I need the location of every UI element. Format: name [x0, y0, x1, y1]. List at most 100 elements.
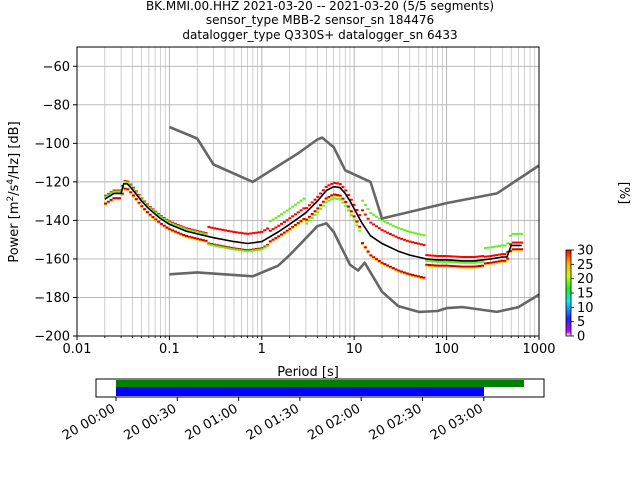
- pdf-cell-low: [212, 244, 216, 247]
- pdf-cell-high: [310, 201, 314, 204]
- pdf-cell-low: [341, 201, 345, 204]
- pdf-cell-high: [467, 256, 471, 259]
- pdf-cell-high: [296, 211, 300, 214]
- pdf-cell-high: [319, 192, 323, 195]
- pdf-cell-low: [338, 198, 342, 201]
- plot-frame: [76, 46, 540, 337]
- pdf-cell-high: [196, 237, 200, 240]
- pdf-cell-high: [140, 205, 144, 208]
- pdf-cell-high: [520, 248, 524, 251]
- pdf-cell-low: [143, 201, 147, 204]
- pdf-cell-high: [397, 236, 401, 239]
- pdf-cell-mid: [461, 267, 465, 269]
- pdf-cell-mid: [374, 260, 378, 262]
- pdf-cell-low: [469, 261, 473, 264]
- pdf-cell-mid: [123, 189, 127, 191]
- axes: 0.01 0.1 1 10 100 1000 −200 −180 −160 −140 −120 −10…: [34, 60, 555, 357]
- pdf-cell-mid: [472, 267, 476, 269]
- coverage-bar-blue: [116, 387, 484, 396]
- pdf-cell-low: [280, 213, 284, 216]
- pdf-cell-high: [224, 229, 228, 232]
- pdf-cell-high: [254, 231, 258, 234]
- pdf-cell-high: [497, 260, 501, 263]
- pdf-cell-low: [162, 217, 166, 220]
- pdf-cell-low: [173, 223, 177, 226]
- pdf-cell-high: [293, 213, 297, 216]
- timeline-tick-label: 20 01:00: [183, 401, 241, 443]
- timeline-tick-label: 20 00:30: [121, 401, 179, 443]
- pdf-cell-low: [428, 260, 432, 263]
- pdf-cell-mid: [467, 267, 471, 269]
- pdf-cell-mid: [475, 267, 479, 269]
- pdf-cell-high: [486, 262, 490, 265]
- pdf-cell-high: [489, 254, 493, 257]
- pdf-cell-mid: [313, 212, 317, 214]
- pdf-cell-low: [478, 261, 482, 264]
- pdf-cell-low: [232, 248, 236, 251]
- pdf-cell-low: [238, 249, 242, 252]
- pdf-cell-high: [361, 209, 365, 212]
- pdf-cell-high: [280, 222, 284, 225]
- pdf-cell-mid: [481, 266, 485, 268]
- pdf-cell-low: [168, 221, 172, 224]
- pdf-cell-mid: [129, 193, 133, 195]
- pdf-cell-low: [226, 247, 230, 250]
- pdf-cell-low: [129, 184, 133, 187]
- pdf-cell-mid: [148, 215, 152, 217]
- pdf-cell-low: [268, 220, 272, 223]
- pdf-cell-mid: [489, 263, 493, 265]
- pdf-cell-low: [266, 244, 270, 247]
- pdf-cell-high: [221, 228, 225, 231]
- pdf-cell-high: [500, 253, 504, 256]
- pdf-cell-high: [428, 254, 432, 257]
- pdf-cell-low: [252, 249, 256, 252]
- pdf-cell-high: [201, 239, 205, 242]
- pdf-cell-low: [330, 198, 334, 201]
- pdf-cell-high: [363, 213, 367, 216]
- pdf-cell-mid: [316, 209, 320, 211]
- pdf-cell-high: [271, 228, 275, 231]
- pdf-cell-mid: [458, 267, 462, 269]
- pdf-cell-high: [517, 241, 521, 244]
- pdf-cell-high: [123, 187, 127, 190]
- pdf-cell-low: [285, 209, 289, 212]
- pdf-cell-mid: [380, 263, 384, 265]
- pdf-cell-low: [204, 233, 208, 236]
- pdf-cell-high: [321, 200, 325, 203]
- pdf-cell-low: [416, 232, 420, 235]
- pdf-cell-low: [369, 211, 373, 214]
- pdf-cell-high: [442, 264, 446, 267]
- pdf-cell-high: [288, 227, 292, 230]
- pdf-cell-low: [472, 261, 476, 264]
- pdf-cell-low: [394, 226, 398, 229]
- pdf-cell-high: [338, 194, 342, 197]
- pdf-cell-mid: [137, 203, 141, 205]
- pdf-cell-mid: [347, 207, 351, 209]
- pdf-cell-low: [179, 226, 183, 229]
- pdf-cell-high: [165, 226, 169, 229]
- y-axis-label: Power [m2/s4/Hz] [dB]: [6, 121, 22, 262]
- pdf-cell-high: [355, 209, 359, 212]
- pdf-cell-mid: [302, 219, 306, 221]
- pdf-cell-low: [430, 260, 434, 263]
- pdf-cell-high: [414, 274, 418, 277]
- pdf-cell-high: [109, 198, 113, 201]
- colorbar-tick-label: 0: [577, 330, 585, 345]
- pdf-cell-low: [126, 181, 130, 184]
- pdf-cell-low: [344, 204, 348, 207]
- pdf-cell-low: [235, 248, 239, 251]
- pdf-cell-high: [383, 263, 387, 266]
- pdf-cell-low: [190, 229, 194, 232]
- pdf-cell-high: [388, 265, 392, 268]
- pdf-cell-high: [129, 191, 133, 194]
- pdf-cell-mid: [291, 227, 295, 229]
- pdf-cell-low: [352, 219, 356, 222]
- pdf-cell-low: [229, 247, 233, 250]
- noise-model-low-line: [169, 222, 540, 314]
- pdf-cell-high: [402, 271, 406, 274]
- pdf-cell-mid: [483, 264, 487, 266]
- pdf-cell-mid: [112, 199, 116, 201]
- pdf-cell-mid: [162, 226, 166, 228]
- pdf-cell-low: [467, 261, 471, 264]
- pdf-cell-low: [134, 191, 138, 194]
